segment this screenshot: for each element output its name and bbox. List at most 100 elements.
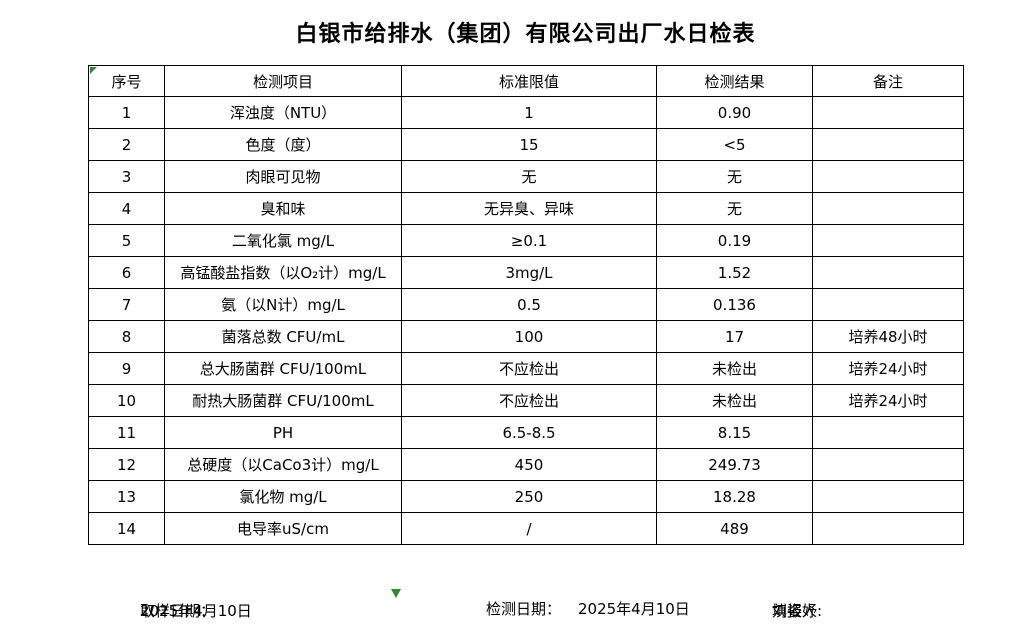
sampling-date-value: 2025年4月10日 bbox=[140, 602, 252, 620]
item-name-cell: 臭和味 bbox=[164, 192, 402, 225]
table-row: 1 浑浊度（NTU） 1 0.90 bbox=[88, 96, 964, 129]
row-index-cell: 8 bbox=[88, 320, 165, 353]
header-row: 序号 检测项目 标准限值 检测结果 备注 bbox=[88, 65, 964, 97]
standard-limit-cell: 100 bbox=[401, 320, 657, 353]
standard-limit-cell: 不应检出 bbox=[401, 352, 657, 385]
result-cell: 未检出 bbox=[656, 384, 813, 417]
table-row: 3 肉眼可见物无无 bbox=[88, 160, 964, 193]
standard-limit-cell: 15 bbox=[401, 128, 657, 161]
item-name-cell: 总大肠菌群 CFU/100mL bbox=[164, 352, 402, 385]
row-index-cell: 7 bbox=[88, 288, 165, 321]
row-index-cell: 13 bbox=[88, 480, 165, 513]
table-row: 8 菌落总数 CFU/mL 100 17 培养48小时 bbox=[88, 320, 964, 353]
column-header: 序号 bbox=[88, 65, 165, 97]
remark-cell bbox=[812, 288, 964, 321]
column-header: 检测结果 bbox=[656, 65, 813, 97]
column-header: 标准限值 bbox=[401, 65, 657, 97]
row-index-cell: 10 bbox=[88, 384, 165, 417]
table-row: 14 电导率uS/cm/489 bbox=[88, 512, 964, 545]
inspection-table: 序号 检测项目 标准限值 检测结果 备注 1 浑浊度（NTU） 1 0.90 2 色度（度） 15 <… bbox=[88, 65, 964, 545]
table-row: 11 PH 6.5-8.5 8.15 bbox=[88, 416, 964, 449]
remark-cell: 培养24小时 bbox=[812, 352, 964, 385]
result-cell: 0.19 bbox=[656, 224, 813, 257]
standard-limit-cell: 1 bbox=[401, 96, 657, 129]
standard-limit-cell: 3mg/L bbox=[401, 256, 657, 289]
remark-cell bbox=[812, 160, 964, 193]
result-cell: 0.136 bbox=[656, 288, 813, 321]
standard-limit-cell: 450 bbox=[401, 448, 657, 481]
page-title: 白银市给排水（集团）有限公司出厂水日检表 bbox=[295, 22, 756, 47]
remark-cell: 培养24小时 bbox=[812, 384, 964, 417]
table-row: 5 二氧化氯 mg/L ≥0.1 0.19 bbox=[88, 224, 964, 257]
remark-cell bbox=[812, 416, 964, 449]
standard-limit-cell: 250 bbox=[401, 480, 657, 513]
item-name-cell: 氨（以N计）mg/L bbox=[164, 288, 402, 321]
remark-cell bbox=[812, 480, 964, 513]
item-name-cell: PH bbox=[164, 416, 402, 449]
sampling-date-label: 取样日期： bbox=[140, 602, 216, 620]
table-row: 6 高锰酸盐指数（以O₂计）mg/L 3mg/L 1.52 bbox=[88, 256, 964, 289]
result-cell: 1.52 bbox=[656, 256, 813, 289]
standard-limit-cell: 0.5 bbox=[401, 288, 657, 321]
result-cell: 无 bbox=[656, 192, 813, 225]
table-row: 2 色度（度） 15 <5 bbox=[88, 128, 964, 161]
row-index-cell: 3 bbox=[88, 160, 165, 193]
row-index-cell: 11 bbox=[88, 416, 165, 449]
reporter-name: 刘姿妤 bbox=[772, 602, 818, 620]
item-name-cell: 总硬度（以CaCo3计）mg/L bbox=[164, 448, 402, 481]
result-cell: 17 bbox=[656, 320, 813, 353]
result-cell: 249.73 bbox=[656, 448, 813, 481]
table-row: 7 氨（以N计）mg/L 0.5 0.136 bbox=[88, 288, 964, 321]
row-index-cell: 12 bbox=[88, 448, 165, 481]
table-row: 13 氯化物 mg/L 250 18.28 bbox=[88, 480, 964, 513]
result-cell: 未检出 bbox=[656, 352, 813, 385]
result-cell: 8.15 bbox=[656, 416, 813, 449]
row-index-cell: 9 bbox=[88, 352, 165, 385]
standard-limit-cell: 无 bbox=[401, 160, 657, 193]
row-index-cell: 5 bbox=[88, 224, 165, 257]
result-cell: 489 bbox=[656, 512, 813, 545]
item-name-cell: 色度（度） bbox=[164, 128, 402, 161]
item-name-cell: 二氧化氯 mg/L bbox=[164, 224, 402, 257]
table-row: 4 臭和味 无异臭、异味无 bbox=[88, 192, 964, 225]
result-cell: 18.28 bbox=[656, 480, 813, 513]
remark-cell bbox=[812, 96, 964, 129]
table-body: 1 浑浊度（NTU） 1 0.90 2 色度（度） 15 <5 3 肉眼可见物无无 4 臭和味 无异臭、… bbox=[88, 96, 964, 545]
remark-cell: 培养48小时 bbox=[812, 320, 964, 353]
row-index-cell: 1 bbox=[88, 96, 165, 129]
table-row: 9 总大肠菌群 CFU/100mL 不应检出 未检出 培养24小时 bbox=[88, 352, 964, 385]
bottom-green-triangle-icon bbox=[391, 589, 401, 598]
table-row: 10 耐热大肠菌群 CFU/100mL 不应检出 未检出 培养24小时 bbox=[88, 384, 964, 417]
remark-cell bbox=[812, 448, 964, 481]
result-cell: 0.90 bbox=[656, 96, 813, 129]
footer: 取样日期： 2025年4月10日 检测日期： 2025年4月10日 填报人: 刘姿妤 bbox=[0, 596, 1018, 624]
item-name-cell: 肉眼可见物 bbox=[164, 160, 402, 193]
cell-corner-green-triangle-icon bbox=[90, 67, 97, 74]
standard-limit-cell: ≥0.1 bbox=[401, 224, 657, 257]
standard-limit-cell: 无异臭、异味 bbox=[401, 192, 657, 225]
remark-cell bbox=[812, 256, 964, 289]
result-cell: 无 bbox=[656, 160, 813, 193]
reporter-label: 填报人: bbox=[772, 602, 823, 620]
column-header: 备注 bbox=[812, 65, 964, 97]
row-index-cell: 14 bbox=[88, 512, 165, 545]
standard-limit-cell: / bbox=[401, 512, 657, 545]
item-name-cell: 高锰酸盐指数（以O₂计）mg/L bbox=[164, 256, 402, 289]
item-name-cell: 浑浊度（NTU） bbox=[164, 96, 402, 129]
test-date-label: 检测日期： bbox=[486, 600, 562, 618]
result-cell: <5 bbox=[656, 128, 813, 161]
column-header: 检测项目 bbox=[164, 65, 402, 97]
table-row: 12 总硬度（以CaCo3计）mg/L 450 249.73 bbox=[88, 448, 964, 481]
remark-cell bbox=[812, 512, 964, 545]
standard-limit-cell: 不应检出 bbox=[401, 384, 657, 417]
item-name-cell: 氯化物 mg/L bbox=[164, 480, 402, 513]
row-index-cell: 6 bbox=[88, 256, 165, 289]
item-name-cell: 菌落总数 CFU/mL bbox=[164, 320, 402, 353]
remark-cell bbox=[812, 224, 964, 257]
item-name-cell: 电导率uS/cm bbox=[164, 512, 402, 545]
test-date-value: 2025年4月10日 bbox=[578, 600, 690, 618]
row-index-cell: 4 bbox=[88, 192, 165, 225]
remark-cell bbox=[812, 128, 964, 161]
standard-limit-cell: 6.5-8.5 bbox=[401, 416, 657, 449]
row-index-cell: 2 bbox=[88, 128, 165, 161]
